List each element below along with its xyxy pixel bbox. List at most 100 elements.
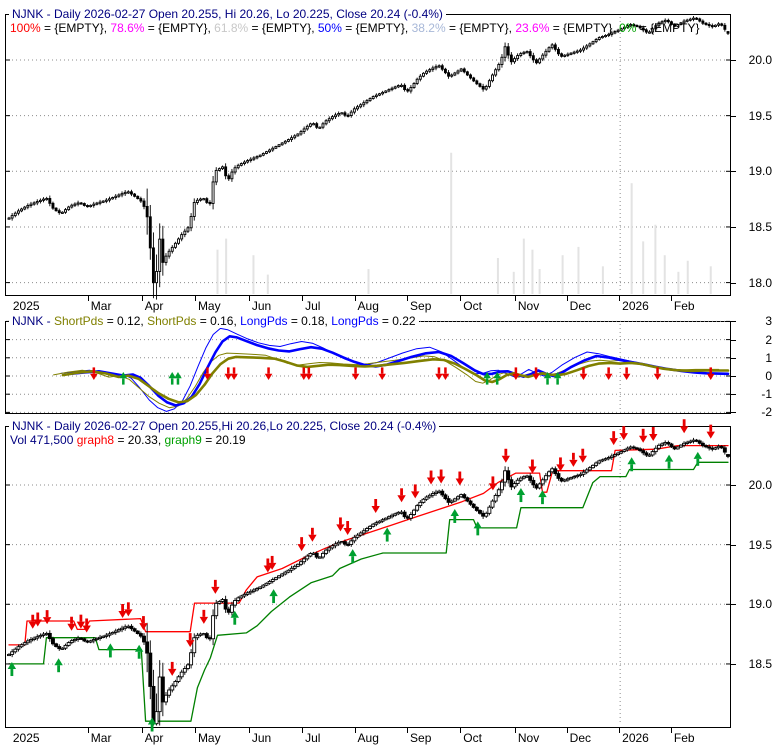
trade-panel-title: NJNK - Daily 2026-02-27 Open 20.255,Hi 2… — [9, 419, 440, 433]
fib-level-label: 38.2% — [411, 21, 446, 35]
x-axis-label: 2026 — [622, 299, 649, 313]
fib-level-value: = {EMPTY} — [636, 21, 700, 35]
x-axis-trade-panel: 2025 Mar Apr May Jun Jul Aug Sep Oct Nov Dec 2026 Fe… — [5, 728, 731, 746]
y-axis-tick — [731, 321, 736, 323]
y-axis-tick — [731, 282, 736, 284]
price-title-text: NJNK - Daily 2026-02-27 Open 20.255, Hi … — [12, 7, 443, 21]
x-axis-label: May — [197, 299, 221, 313]
fib-level-label: 23.6% — [515, 21, 550, 35]
fib-level-label: 0% — [619, 21, 637, 35]
trade-series-value: = 20.19 — [201, 433, 246, 447]
y-axis-tick — [731, 663, 736, 665]
x-axis-label: Oct — [463, 299, 482, 313]
y-axis-tick — [731, 339, 736, 341]
y-axis-tick — [731, 171, 736, 173]
x-axis-label: Jun — [251, 299, 272, 313]
month-tick — [248, 728, 250, 733]
y-axis-tick — [731, 357, 736, 359]
month-tick — [141, 728, 143, 733]
price-panel: NJNK - Daily 2026-02-27 Open 20.255, Hi … — [5, 7, 731, 300]
x-axis-label: Dec — [569, 299, 591, 313]
trade-title-text: NJNK - Daily 2026-02-27 Open 20.255,Hi 2… — [12, 419, 437, 433]
month-tick — [194, 296, 196, 301]
volume-legend: Vol 471,500 graph8 = 20.33, graph9 = 20.… — [10, 433, 246, 447]
y-axis-label: 18.5 — [748, 219, 772, 234]
oscillator-symbol: NJNK - — [12, 314, 54, 328]
y-axis-label: 3 — [765, 314, 772, 329]
fib-level-value: = {EMPTY}, — [40, 21, 111, 35]
month-tick — [619, 728, 621, 733]
month-tick — [407, 728, 409, 733]
x-axis-label: Apr — [144, 299, 164, 313]
x-axis-label: Feb — [673, 299, 695, 313]
price-chart-plot[interactable] — [6, 15, 730, 300]
fib-level-label: 50% — [317, 21, 342, 35]
month-tick — [87, 728, 89, 733]
x-axis-label: Mar — [90, 299, 112, 313]
x-axis-label: 2025 — [12, 731, 40, 745]
x-axis-label: May — [197, 731, 221, 745]
y-axis-tick — [731, 226, 736, 228]
month-tick — [354, 296, 356, 301]
y-axis-label: 19.5 — [748, 108, 772, 123]
y-axis-label: 1 — [765, 350, 772, 365]
fib-level-label: 61.8% — [214, 21, 249, 35]
y-axis-tick — [731, 376, 736, 377]
month-tick — [670, 296, 672, 301]
oscillator-series-value: = 0.12, — [103, 314, 148, 328]
x-axis-label: Nov — [517, 731, 540, 745]
x-axis-label: Dec — [569, 731, 591, 745]
x-axis-label: Oct — [463, 731, 482, 745]
y-axis-label: 2 — [765, 332, 772, 347]
x-axis-label: Nov — [517, 299, 540, 313]
y-axis-tick — [731, 60, 736, 61]
x-axis-label: Jul — [305, 731, 321, 745]
trade-series-label: graph8 — [76, 433, 115, 447]
x-axis-label: Mar — [90, 731, 112, 745]
month-tick — [141, 296, 143, 301]
y-axis-label: -2 — [761, 405, 772, 420]
x-axis-label: Sep — [410, 299, 432, 313]
month-tick — [302, 296, 304, 301]
month-tick — [566, 296, 568, 301]
y-axis-tick — [731, 394, 736, 396]
month-tick — [87, 296, 89, 301]
x-axis-label: 2025 — [12, 299, 40, 313]
oscillator-series-value: = 0.16, — [196, 314, 241, 328]
x-axis-label: Jul — [305, 299, 321, 313]
trade-series-value: = 20.33, — [114, 433, 165, 447]
month-tick — [407, 296, 409, 301]
oscillator-panel: NJNK - ShortPds = 0.12, ShortPds = 0.16,… — [5, 314, 731, 414]
fib-level-label: 100% — [10, 21, 41, 35]
x-axis-label: Sep — [410, 731, 432, 745]
month-tick — [514, 728, 516, 733]
fib-level-label: 78.6% — [110, 21, 145, 35]
trade-panel: NJNK - Daily 2026-02-27 Open 20.255,Hi 2… — [5, 419, 731, 732]
month-tick — [566, 728, 568, 733]
fib-level-value: = {EMPTY}, — [341, 21, 412, 35]
y-axis-tick — [731, 412, 736, 414]
trade-chart-plot[interactable] — [6, 419, 730, 732]
x-axis-label: Feb — [673, 731, 695, 745]
x-axis-label: Aug — [357, 299, 379, 313]
month-tick — [302, 728, 304, 733]
price-panel-title: NJNK - Daily 2026-02-27 Open 20.255, Hi … — [9, 7, 446, 21]
y-axis-label: 20.0 — [748, 53, 772, 67]
month-tick — [514, 296, 516, 301]
volume-value: Vol 471,500 — [10, 433, 77, 447]
y-axis-label: 18.0 — [748, 275, 772, 290]
oscillator-series-label: LongPds — [240, 314, 288, 328]
fib-level-value: = {EMPTY}, — [549, 21, 620, 35]
oscillator-series-label: ShortPds — [54, 314, 104, 328]
fib-level-value: = {EMPTY}, — [248, 21, 318, 35]
oscillator-chart-plot[interactable] — [6, 320, 730, 413]
y-axis-label: 20.0 — [748, 478, 772, 492]
fibonacci-legend: 100% = {EMPTY}, 78.6% = {EMPTY}, 61.8% =… — [10, 21, 699, 35]
fib-level-value: = {EMPTY}, — [445, 21, 516, 35]
y-axis-label: 19.5 — [748, 537, 772, 552]
month-tick — [670, 728, 672, 733]
x-axis-label: Aug — [357, 731, 379, 745]
fib-level-value: = {EMPTY}, — [144, 21, 215, 35]
oscillator-series-value: = 0.22 — [378, 314, 416, 328]
